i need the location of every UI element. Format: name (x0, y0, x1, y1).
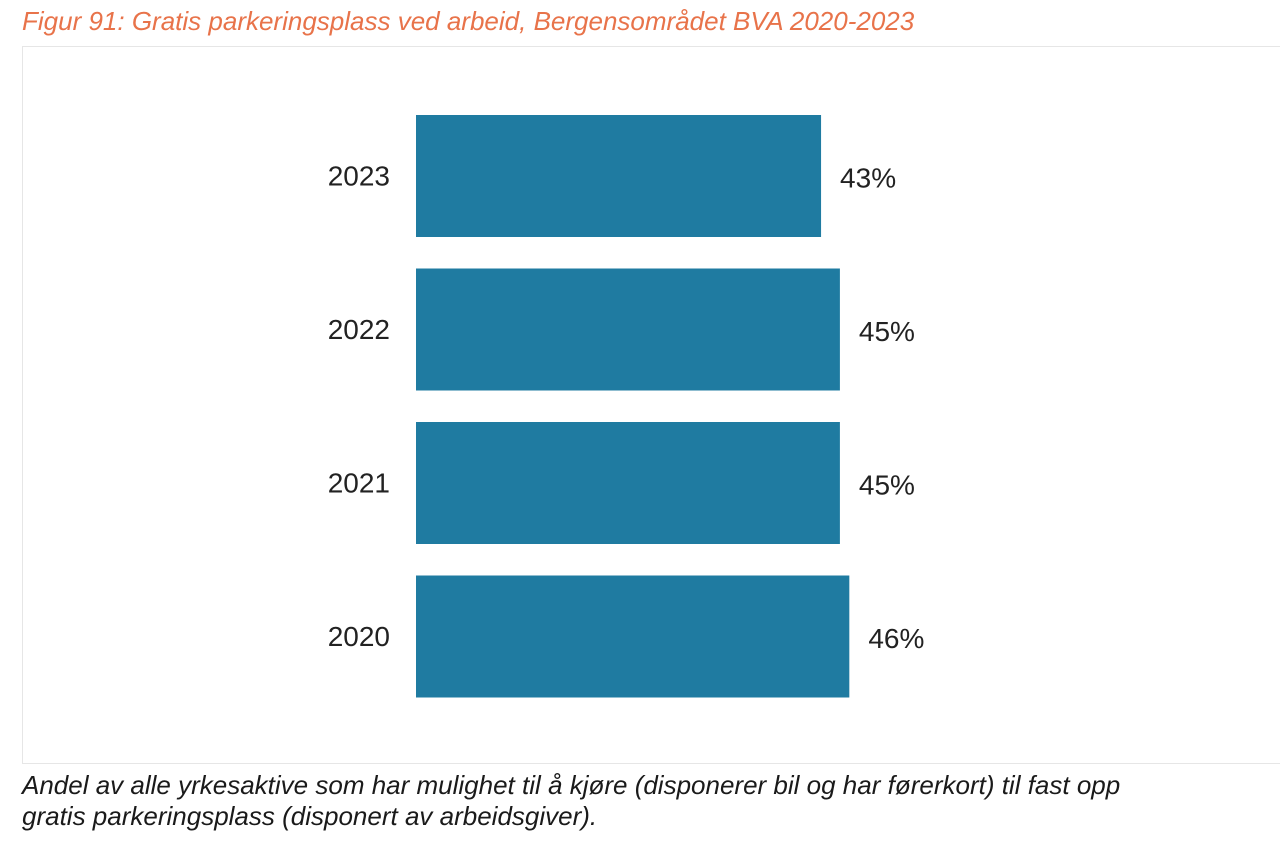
category-label-2021: 2021 (328, 468, 390, 499)
category-label-2023: 2023 (328, 161, 390, 192)
category-labels: 2023 2022 2021 2020 (328, 161, 390, 653)
figure-title: Figur 91: Gratis parkeringsplass ved arb… (22, 6, 915, 36)
category-label-2022: 2022 (328, 314, 390, 345)
value-label-2021: 45% (859, 470, 915, 501)
value-label-2022: 45% (859, 316, 915, 347)
value-label-2020: 46% (868, 623, 924, 654)
figure-caption: Andel av alle yrkesaktive som har muligh… (22, 770, 1280, 832)
chart-frame (22, 46, 1280, 764)
value-labels: 43% 45% 45% 46% (840, 163, 924, 655)
bar-2021 (416, 422, 840, 544)
caption-line-1: Andel av alle yrkesaktive som har muligh… (22, 770, 1121, 800)
category-label-2020: 2020 (328, 621, 390, 652)
caption-line-2: gratis parkeringsplass (disponert av arb… (22, 801, 598, 831)
value-label-2023: 43% (840, 163, 896, 194)
bar-2023 (416, 115, 822, 237)
bar-2022 (416, 268, 840, 391)
bars-group (416, 115, 850, 698)
bar-2020 (416, 575, 850, 698)
